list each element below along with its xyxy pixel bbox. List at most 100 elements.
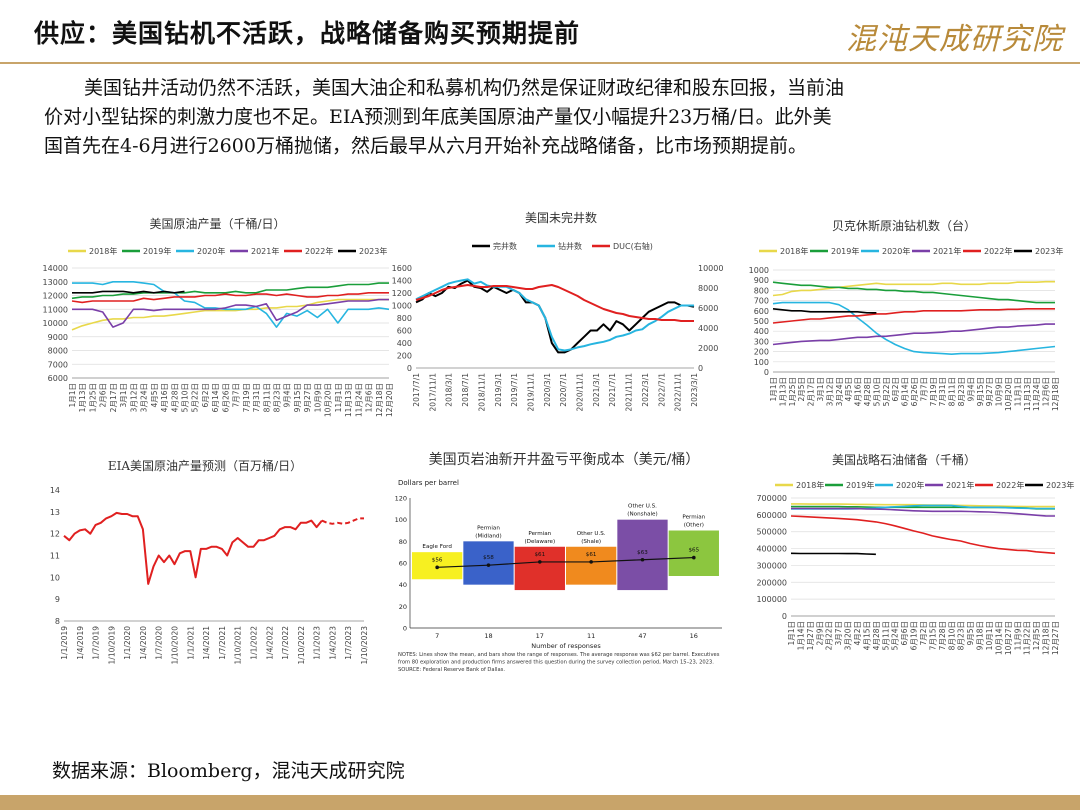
mean-label: $58 bbox=[483, 555, 494, 561]
range-bar bbox=[617, 519, 668, 591]
x-tick-label: 3月12日 bbox=[825, 377, 834, 406]
chart-svg: 贝克休斯原油钻机数（台） 2018年 2019年 2020年 2021年 2022年 202… bbox=[749, 218, 1064, 411]
x-tick-label: 8月23日 bbox=[273, 383, 282, 412]
y-tick-label: 700000 bbox=[756, 494, 787, 503]
x-tick-label: 1/10/2021 bbox=[234, 626, 243, 665]
x-tick-label: 10月14日 bbox=[994, 621, 1003, 655]
legend-label: 2022年 bbox=[305, 246, 333, 256]
y-tick-label: 800 bbox=[397, 314, 412, 323]
legend-label: 2018年 bbox=[780, 246, 808, 256]
response-count: 11 bbox=[587, 632, 595, 640]
x-tick-label: 9月5日 bbox=[966, 621, 975, 646]
series-line-2022年 bbox=[71, 292, 389, 304]
legend-label: 钻井数 bbox=[558, 241, 582, 251]
x-tick-label: 1/7/2023 bbox=[344, 626, 353, 660]
x-tick-label: 1/10/2020 bbox=[171, 626, 180, 665]
x-tick-label: 1/7/2022 bbox=[281, 626, 290, 660]
response-count: 16 bbox=[690, 632, 698, 640]
x-tick-label: 7月15日 bbox=[928, 621, 937, 650]
mean-point bbox=[435, 565, 439, 570]
x-tick-label: 7月31日 bbox=[938, 377, 947, 406]
x-tick-label: 5月22日 bbox=[882, 377, 891, 406]
y-tick-label: 500 bbox=[754, 317, 769, 326]
y2-tick-label: 0 bbox=[698, 364, 703, 373]
x-tick-label: 5月22日 bbox=[191, 383, 200, 412]
x-tick-label: 9月4日 bbox=[966, 377, 975, 402]
x-tick-label: 5月10日 bbox=[180, 383, 189, 412]
y-tick-label: 10000 bbox=[43, 319, 68, 328]
y-tick-label: 9 bbox=[55, 595, 60, 604]
y-tick-label: 1000 bbox=[392, 302, 412, 311]
chart-title: EIA美国原油产量预测（百万桶/日） bbox=[108, 458, 302, 473]
x-tick-label: 6月26日 bbox=[221, 383, 230, 412]
legend-label: 2019年 bbox=[846, 480, 874, 490]
y-tick-label: 0 bbox=[403, 625, 407, 633]
x-tick-label: 1/1/2020 bbox=[123, 626, 132, 660]
y-tick-label: 0 bbox=[764, 368, 769, 377]
summary-line: 价对小型钻探的刺激力度也不足。EIA预测到年底美国原油产量仅小幅提升23万桶/日… bbox=[44, 106, 832, 128]
chart-svg: 美国未完井数 0 200 400 600 800 1000 1200 1400 1600 0 2000… bbox=[392, 210, 724, 412]
series-line-actual bbox=[63, 511, 323, 585]
series-line-2020年 bbox=[72, 281, 390, 328]
legend-label: 2021年 bbox=[933, 246, 961, 256]
mean-point bbox=[640, 557, 645, 562]
series-line-2019年 bbox=[772, 281, 1055, 304]
x-tick-label: 7月2日 bbox=[919, 621, 928, 646]
x-tick-label: 4月16日 bbox=[854, 377, 863, 406]
x-tick-label: 1/4/2022 bbox=[265, 626, 274, 660]
x-tick-label: 9月18日 bbox=[976, 621, 985, 650]
x-tick-label: 8月23日 bbox=[957, 621, 966, 650]
y-axis-label: Dollars per barrel bbox=[398, 479, 459, 487]
mean-point bbox=[692, 555, 696, 560]
chart-svg: 美国原油产量（千桶/日） 2018年 2019年 2020年 2021年 2022年 202… bbox=[43, 216, 394, 417]
x-tick-label: 11月1日 bbox=[1013, 377, 1022, 406]
x-tick-label: 3月1日 bbox=[816, 377, 825, 402]
x-tick-label: 4月5日 bbox=[844, 377, 853, 402]
x-tick-label: 9月15日 bbox=[976, 377, 985, 406]
mean-point bbox=[538, 560, 542, 564]
x-tick-label: 3月12日 bbox=[129, 383, 138, 412]
y-tick-label: 14000 bbox=[43, 264, 68, 273]
y-tick-label: 100000 bbox=[756, 595, 787, 604]
x-tick-label: 1/1/2022 bbox=[249, 626, 258, 660]
x-tick-label: 1/7/2019 bbox=[92, 626, 101, 660]
x-tick-label: 10月20日 bbox=[1004, 377, 1013, 411]
x-tick-label: 2月17日 bbox=[109, 383, 118, 412]
y-tick-label: 400000 bbox=[756, 545, 787, 554]
category-label: Permian bbox=[477, 525, 500, 531]
x-tick-label: 2019/11/1 bbox=[526, 373, 535, 412]
legend-label: 2023年 bbox=[359, 246, 387, 256]
x-tick-label: 2018/7/1 bbox=[461, 373, 470, 407]
legend-label: 2019年 bbox=[831, 246, 859, 256]
x-tick-label: 3月24日 bbox=[140, 383, 149, 412]
y-tick-label: 12 bbox=[50, 530, 60, 539]
legend-label: 2022年 bbox=[984, 246, 1012, 256]
y-tick-label: 0 bbox=[407, 364, 412, 373]
x-tick-label: 1月1日 bbox=[68, 383, 77, 408]
x-tick-label: 12月27日 bbox=[1051, 621, 1060, 655]
y-tick-label: 80 bbox=[399, 538, 407, 546]
range-bar bbox=[566, 546, 617, 585]
data-source: 数据来源：Bloomberg，混沌天成研究院 bbox=[52, 760, 405, 782]
category-label: (Delaware) bbox=[524, 539, 555, 545]
x-tick-label: 5月24日 bbox=[891, 621, 900, 650]
range-bar bbox=[514, 546, 565, 591]
series-line-2019年 bbox=[71, 282, 389, 300]
x-tick-label: 7月7日 bbox=[232, 383, 241, 408]
y-tick-label: 12000 bbox=[43, 292, 68, 301]
y-tick-label: 13 bbox=[50, 508, 60, 517]
y2-tick-label: 10000 bbox=[698, 264, 723, 273]
chart-baker-hughes-rigs: 贝克休斯原油钻机数（台） 2018年 2019年 2020年 2021年 2022年 202… bbox=[745, 212, 1064, 440]
category-label: Permian bbox=[682, 515, 705, 521]
x-tick-label: 1/4/2021 bbox=[202, 626, 211, 660]
x-tick-label: 1/7/2021 bbox=[218, 626, 227, 660]
y2-tick-label: 6000 bbox=[698, 304, 718, 313]
response-count: 7 bbox=[435, 632, 439, 640]
legend-label: 2020年 bbox=[882, 246, 910, 256]
x-tick-label: 1/10/2022 bbox=[297, 626, 306, 665]
x-tick-label: 8月11日 bbox=[262, 383, 271, 412]
x-tick-label: 10月1日 bbox=[985, 621, 994, 650]
series-line-2018年 bbox=[71, 298, 389, 331]
x-tick-label: 12月18日 bbox=[1051, 377, 1060, 411]
x-tick-label: 9月27日 bbox=[303, 383, 312, 412]
